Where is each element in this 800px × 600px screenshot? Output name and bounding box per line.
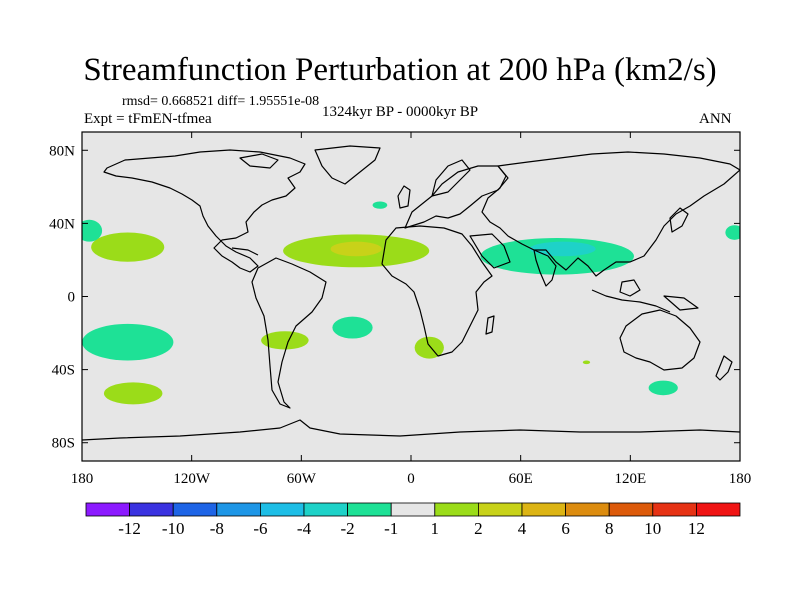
period-label: 1324kyr BP - 0000kyr BP xyxy=(322,104,479,120)
x-tick-label-0: 180 xyxy=(71,471,94,487)
anomaly-south-africa-positive xyxy=(414,336,444,359)
y-tick-label-3: 40S xyxy=(52,363,75,379)
colorbar-box-5 xyxy=(303,502,348,517)
anomaly-southern-small-positive xyxy=(582,360,591,365)
colorbar-box-13 xyxy=(652,502,697,517)
x-axis: 180 120W 60W 0 60E 120E 180 xyxy=(71,132,752,487)
coast-new-guinea xyxy=(663,295,699,311)
colorbar-box-8 xyxy=(434,502,479,517)
colorbar-label-0: -12 xyxy=(118,519,141,538)
anomaly-south-pacific-negative xyxy=(82,323,174,361)
y-tick-label-0: 80N xyxy=(49,143,75,159)
colorbar-label-9: 4 xyxy=(518,519,527,538)
anomaly-east-pacific-positive xyxy=(91,232,165,262)
y-tick-label-1: 40N xyxy=(49,216,75,232)
coast-antarctica xyxy=(82,419,740,441)
coast-europe xyxy=(404,165,509,229)
colorbar-box-0 xyxy=(85,502,130,517)
colorbar-label-8: 2 xyxy=(474,519,483,538)
anomaly-south-indian-negative xyxy=(648,380,678,396)
colorbar-box-4 xyxy=(259,502,305,517)
anomaly-north-pacific-east-edge xyxy=(725,225,740,240)
colorbar-box-14 xyxy=(696,502,741,517)
coast-indonesia xyxy=(591,289,671,313)
anomaly-north-atlantic-core xyxy=(330,241,382,257)
anomaly-south-asia-negative xyxy=(480,238,634,275)
coast-borneo xyxy=(619,279,641,297)
x-tick-label-4: 60E xyxy=(509,471,533,487)
anomaly-south-atlantic-negative xyxy=(332,316,373,339)
coastlines xyxy=(82,145,740,441)
anomaly-layer xyxy=(82,201,740,405)
x-tick-label-5: 120E xyxy=(614,471,646,487)
x-tick-label-1: 120W xyxy=(173,471,211,487)
coast-cuba xyxy=(231,247,259,256)
coast-africa xyxy=(381,225,493,357)
colorbar-box-6 xyxy=(347,502,392,517)
coast-india xyxy=(533,249,557,287)
colorbar-label-3: -6 xyxy=(253,519,267,538)
coast-asia xyxy=(481,151,740,277)
anomaly-tibet-core xyxy=(529,241,596,257)
colorbar-label-13: 12 xyxy=(688,519,705,538)
coast-australia xyxy=(619,309,701,371)
colorbar-label-4: -4 xyxy=(297,519,312,538)
coast-south-america xyxy=(251,257,327,409)
colorbar-box-3 xyxy=(216,502,261,517)
colorbar-label-1: -10 xyxy=(162,519,185,538)
chart-title: Streamfunction Perturbation at 200 hPa (… xyxy=(83,52,717,88)
colorbar-label-10: 6 xyxy=(561,519,570,538)
y-axis: 80N 40N 0 40S 80S xyxy=(49,143,740,452)
colorbar-box-10 xyxy=(521,502,566,517)
colorbar-label-11: 8 xyxy=(605,519,614,538)
anomaly-south-america-positive xyxy=(261,331,309,350)
colorbar: -12 -10 -8 -6 -4 -2 -1 1 2 4 6 8 10 12 xyxy=(85,502,741,538)
colorbar-label-6: -1 xyxy=(384,519,398,538)
colorbar-box-1 xyxy=(129,502,174,517)
coast-arabia xyxy=(469,233,511,269)
y-tick-label-4: 80S xyxy=(52,436,75,452)
plot-background xyxy=(82,132,740,461)
x-tick-label-6: 180 xyxy=(729,471,752,487)
coast-uk xyxy=(397,185,411,209)
x-tick-label-2: 60W xyxy=(287,471,317,487)
colorbar-box-12 xyxy=(608,502,654,517)
coast-greenland xyxy=(314,145,381,185)
coast-north-america xyxy=(103,149,306,273)
colorbar-label-12: 10 xyxy=(644,519,661,538)
y-tick-label-2: 0 xyxy=(68,290,76,306)
colorbar-label-2: -8 xyxy=(210,519,224,538)
experiment-label: Expt = tFmEN-tfmea xyxy=(84,111,212,127)
colorbar-box-7 xyxy=(390,502,436,517)
colorbar-label-7: 1 xyxy=(431,519,440,538)
anomaly-north-atlantic-small-negative xyxy=(372,201,388,209)
colorbar-box-11 xyxy=(565,502,610,517)
anomaly-north-pacific-west-edge xyxy=(82,219,103,242)
coast-arctic-islands xyxy=(239,153,279,169)
coast-new-zealand xyxy=(715,355,733,381)
season-label: ANN xyxy=(699,111,732,127)
colorbar-box-9 xyxy=(477,502,523,517)
coast-scandinavia xyxy=(431,159,471,197)
anomaly-south-pacific-positive xyxy=(103,382,163,405)
x-tick-label-3: 0 xyxy=(407,471,415,487)
colorbar-label-5: -2 xyxy=(341,519,355,538)
coast-japan xyxy=(669,207,689,233)
coast-madagascar xyxy=(485,315,495,335)
colorbar-box-2 xyxy=(172,502,218,517)
stats-label: rmsd= 0.668521 diff= 1.95551e-08 xyxy=(122,94,320,109)
